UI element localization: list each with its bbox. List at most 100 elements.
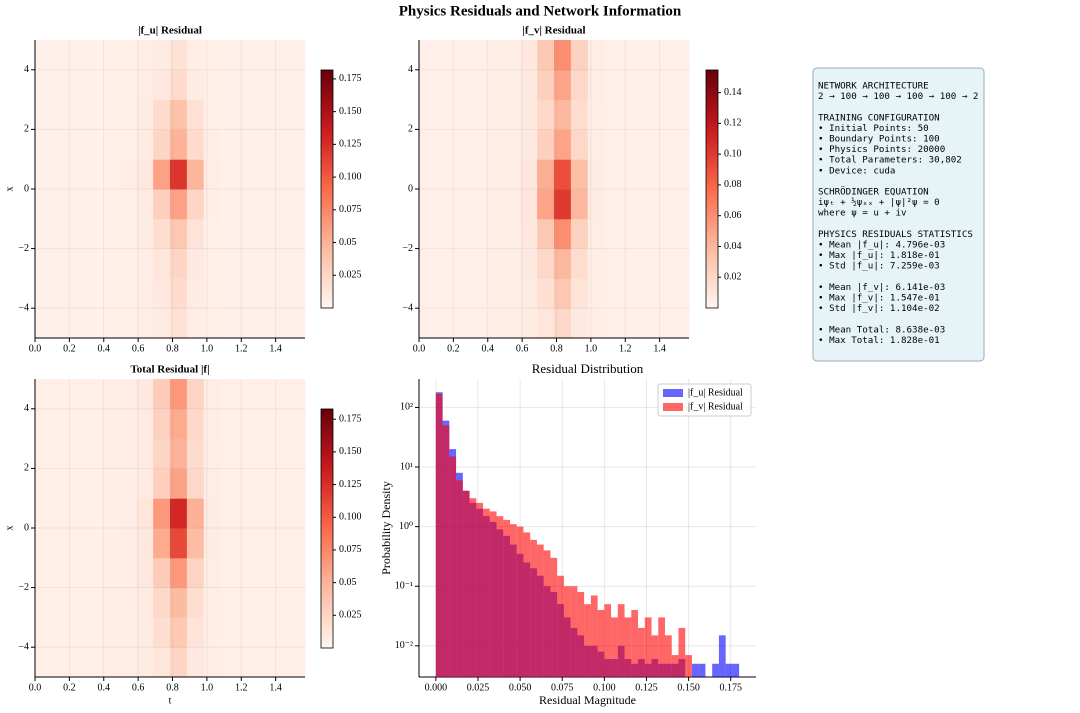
heat-cell	[85, 40, 103, 71]
heat-cell	[288, 647, 306, 678]
heat-cell	[570, 218, 589, 250]
x-tick-label: 0.2	[63, 343, 76, 354]
heat-cell	[254, 647, 272, 678]
x-tick-label: 0.6	[132, 682, 145, 693]
heat-cell	[435, 308, 454, 339]
heat-cell	[503, 69, 521, 101]
heat-cell	[587, 278, 606, 309]
heat-cell	[170, 40, 188, 71]
heat-cell	[170, 69, 188, 101]
hist-bar	[638, 627, 645, 677]
x-tick-label: 1.4	[653, 343, 666, 354]
heat-cell	[486, 308, 504, 339]
heat-cell	[469, 40, 487, 71]
heat-cell	[419, 248, 437, 279]
heat-cell	[419, 129, 437, 160]
heat-cell	[136, 468, 154, 499]
hist-bar	[611, 617, 618, 677]
heat-cell	[85, 218, 103, 250]
heat-cell	[288, 99, 306, 130]
heat-cell	[587, 218, 606, 250]
heat-cell	[452, 129, 471, 160]
heat-cell	[85, 587, 103, 618]
axes-title: |f_v| Residual	[522, 25, 585, 37]
heat-cell	[102, 69, 120, 101]
heat-cell	[520, 189, 538, 220]
heat-cell	[153, 408, 171, 440]
heat-cell	[672, 278, 690, 309]
heat-cell	[452, 159, 471, 190]
y-tick-label: −2	[402, 243, 413, 254]
heat-cell	[655, 69, 673, 101]
y-tick-label: 4	[408, 64, 413, 75]
hist-bar	[698, 663, 706, 677]
heat-cell	[102, 218, 120, 250]
heat-cell	[35, 129, 53, 160]
heat-cell	[136, 647, 154, 678]
heat-cell	[68, 557, 87, 589]
heat-cell	[271, 99, 289, 130]
colorbar-tick-label: 0.100	[339, 512, 362, 523]
colorbar-tick-label: 0.075	[339, 544, 362, 555]
heat-cell	[51, 408, 70, 440]
heat-cell	[220, 69, 238, 101]
heat-cell	[136, 189, 154, 220]
heat-cell	[136, 218, 154, 250]
heat-cell	[419, 308, 437, 339]
info-line: iψₜ + ½ψₓₓ + |ψ|²ψ = 0	[818, 197, 940, 208]
heat-cell	[85, 647, 103, 678]
heat-cell	[271, 468, 289, 499]
heat-cell	[85, 248, 103, 279]
heat-cell	[220, 248, 238, 279]
heat-cell	[486, 218, 504, 250]
x-tick-label: 0.025	[467, 682, 490, 693]
heat-cell	[153, 129, 171, 160]
info-line: • Max Total: 1.828e-01	[818, 335, 940, 346]
heat-cell	[554, 278, 572, 309]
heat-cell	[288, 587, 306, 618]
heat-cell	[537, 189, 555, 220]
colorbar-tick-label: 0.175	[339, 73, 362, 84]
heat-cell	[503, 218, 521, 250]
hist-bar	[462, 490, 470, 677]
info-line: • Max |f_v|: 1.547e-01	[818, 293, 940, 304]
heat-cell	[435, 159, 454, 190]
heat-cell	[237, 278, 255, 309]
hist-bar	[732, 663, 740, 677]
heat-cell	[288, 379, 306, 410]
heat-cell	[35, 99, 53, 130]
x-tick-label: 0.0	[29, 682, 42, 693]
heat-cell	[220, 587, 238, 618]
hist-bar	[597, 609, 605, 677]
heat-cell	[220, 408, 238, 440]
heat-cell	[220, 468, 238, 499]
heat-cell	[85, 528, 103, 559]
heat-cell	[554, 218, 572, 250]
heat-cell	[254, 587, 272, 618]
heat-cell	[119, 248, 137, 279]
heat-cell	[51, 129, 70, 160]
y-tick-label: 10⁰	[399, 521, 413, 532]
heat-cell	[486, 40, 504, 71]
heat-cell	[136, 69, 154, 101]
heat-cell	[85, 129, 103, 160]
heat-cell	[271, 408, 289, 440]
heat-cell	[51, 438, 70, 469]
heat-cell	[153, 99, 171, 130]
info-line: • Boundary Points: 100	[818, 134, 940, 145]
heat-cell	[520, 308, 538, 339]
heat-cell	[186, 528, 205, 559]
hist-bar	[584, 604, 591, 677]
heat-cell	[119, 159, 137, 190]
heat-cell	[621, 189, 639, 220]
heat-cell	[186, 438, 205, 469]
heat-cell	[254, 557, 272, 589]
hist-bar	[718, 635, 726, 677]
heat-cell	[68, 647, 87, 678]
heat-cell	[102, 647, 120, 678]
heat-cell	[452, 308, 471, 339]
hist-bar	[523, 532, 531, 677]
y-tick-label: 0	[408, 183, 413, 194]
heat-cell	[604, 129, 622, 160]
heat-cell	[604, 99, 622, 130]
